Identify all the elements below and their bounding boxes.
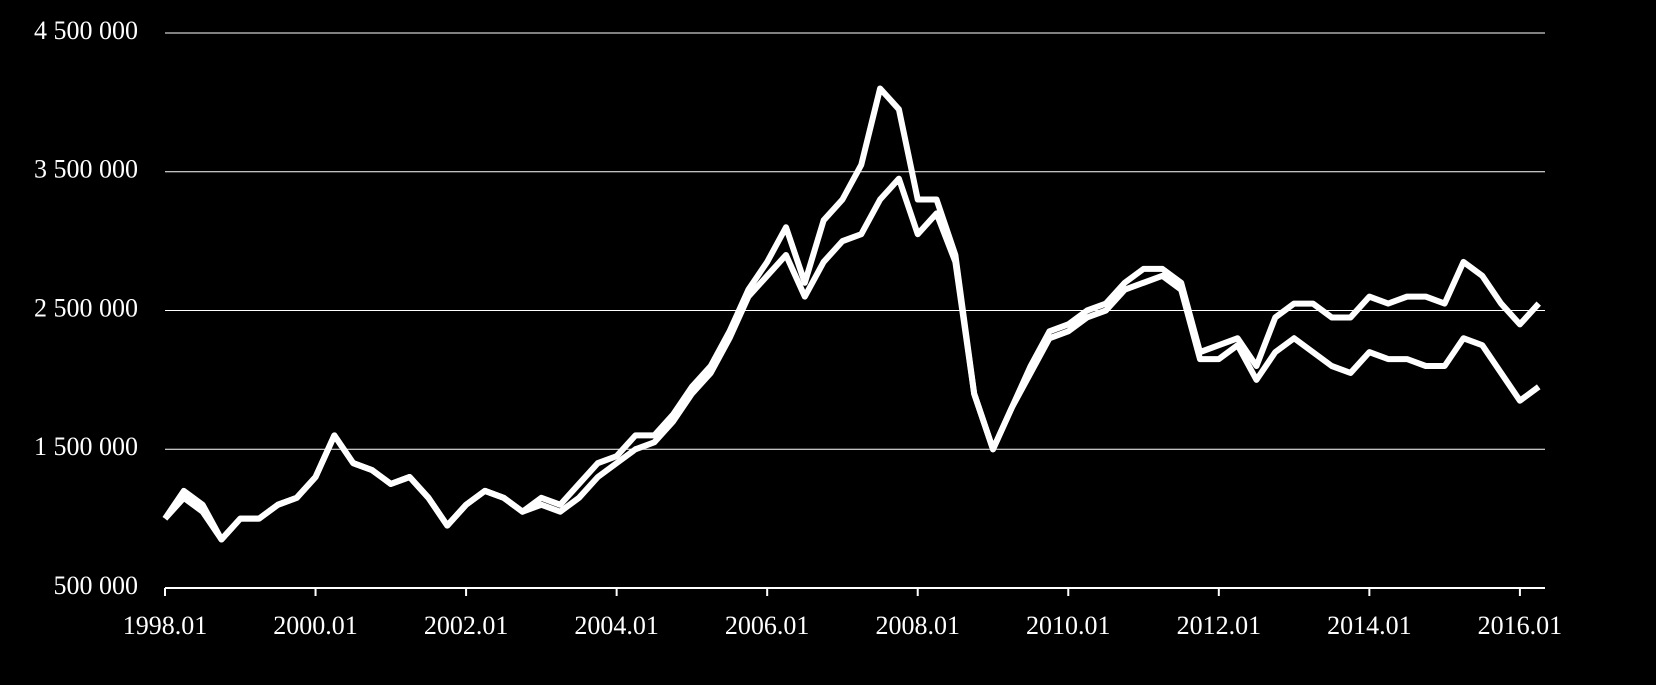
line (162, 175, 1541, 543)
y-tick-label: 3 500 000 (34, 155, 138, 184)
x-tick-label: 2006.01 (725, 611, 810, 640)
x-tick-label: 2008.01 (875, 611, 960, 640)
x-tick-label: 2002.01 (424, 611, 509, 640)
x-tick-label: 2004.01 (574, 611, 659, 640)
x-tick-label: 2016.01 (1478, 611, 1563, 640)
x-tick-label: 2014.01 (1327, 611, 1412, 640)
y-tick-label: 4 500 000 (34, 16, 138, 45)
y-tick-label: 1 500 000 (34, 432, 138, 461)
x-tick-label: 2000.01 (273, 611, 358, 640)
y-tick-label: 2 500 000 (34, 293, 138, 322)
x-tick-label: 2010.01 (1026, 611, 1111, 640)
x-tick-label: 1998.01 (123, 611, 208, 640)
x-tick-label: 2012.01 (1177, 611, 1262, 640)
y-tick-label: 500 000 (54, 571, 139, 600)
